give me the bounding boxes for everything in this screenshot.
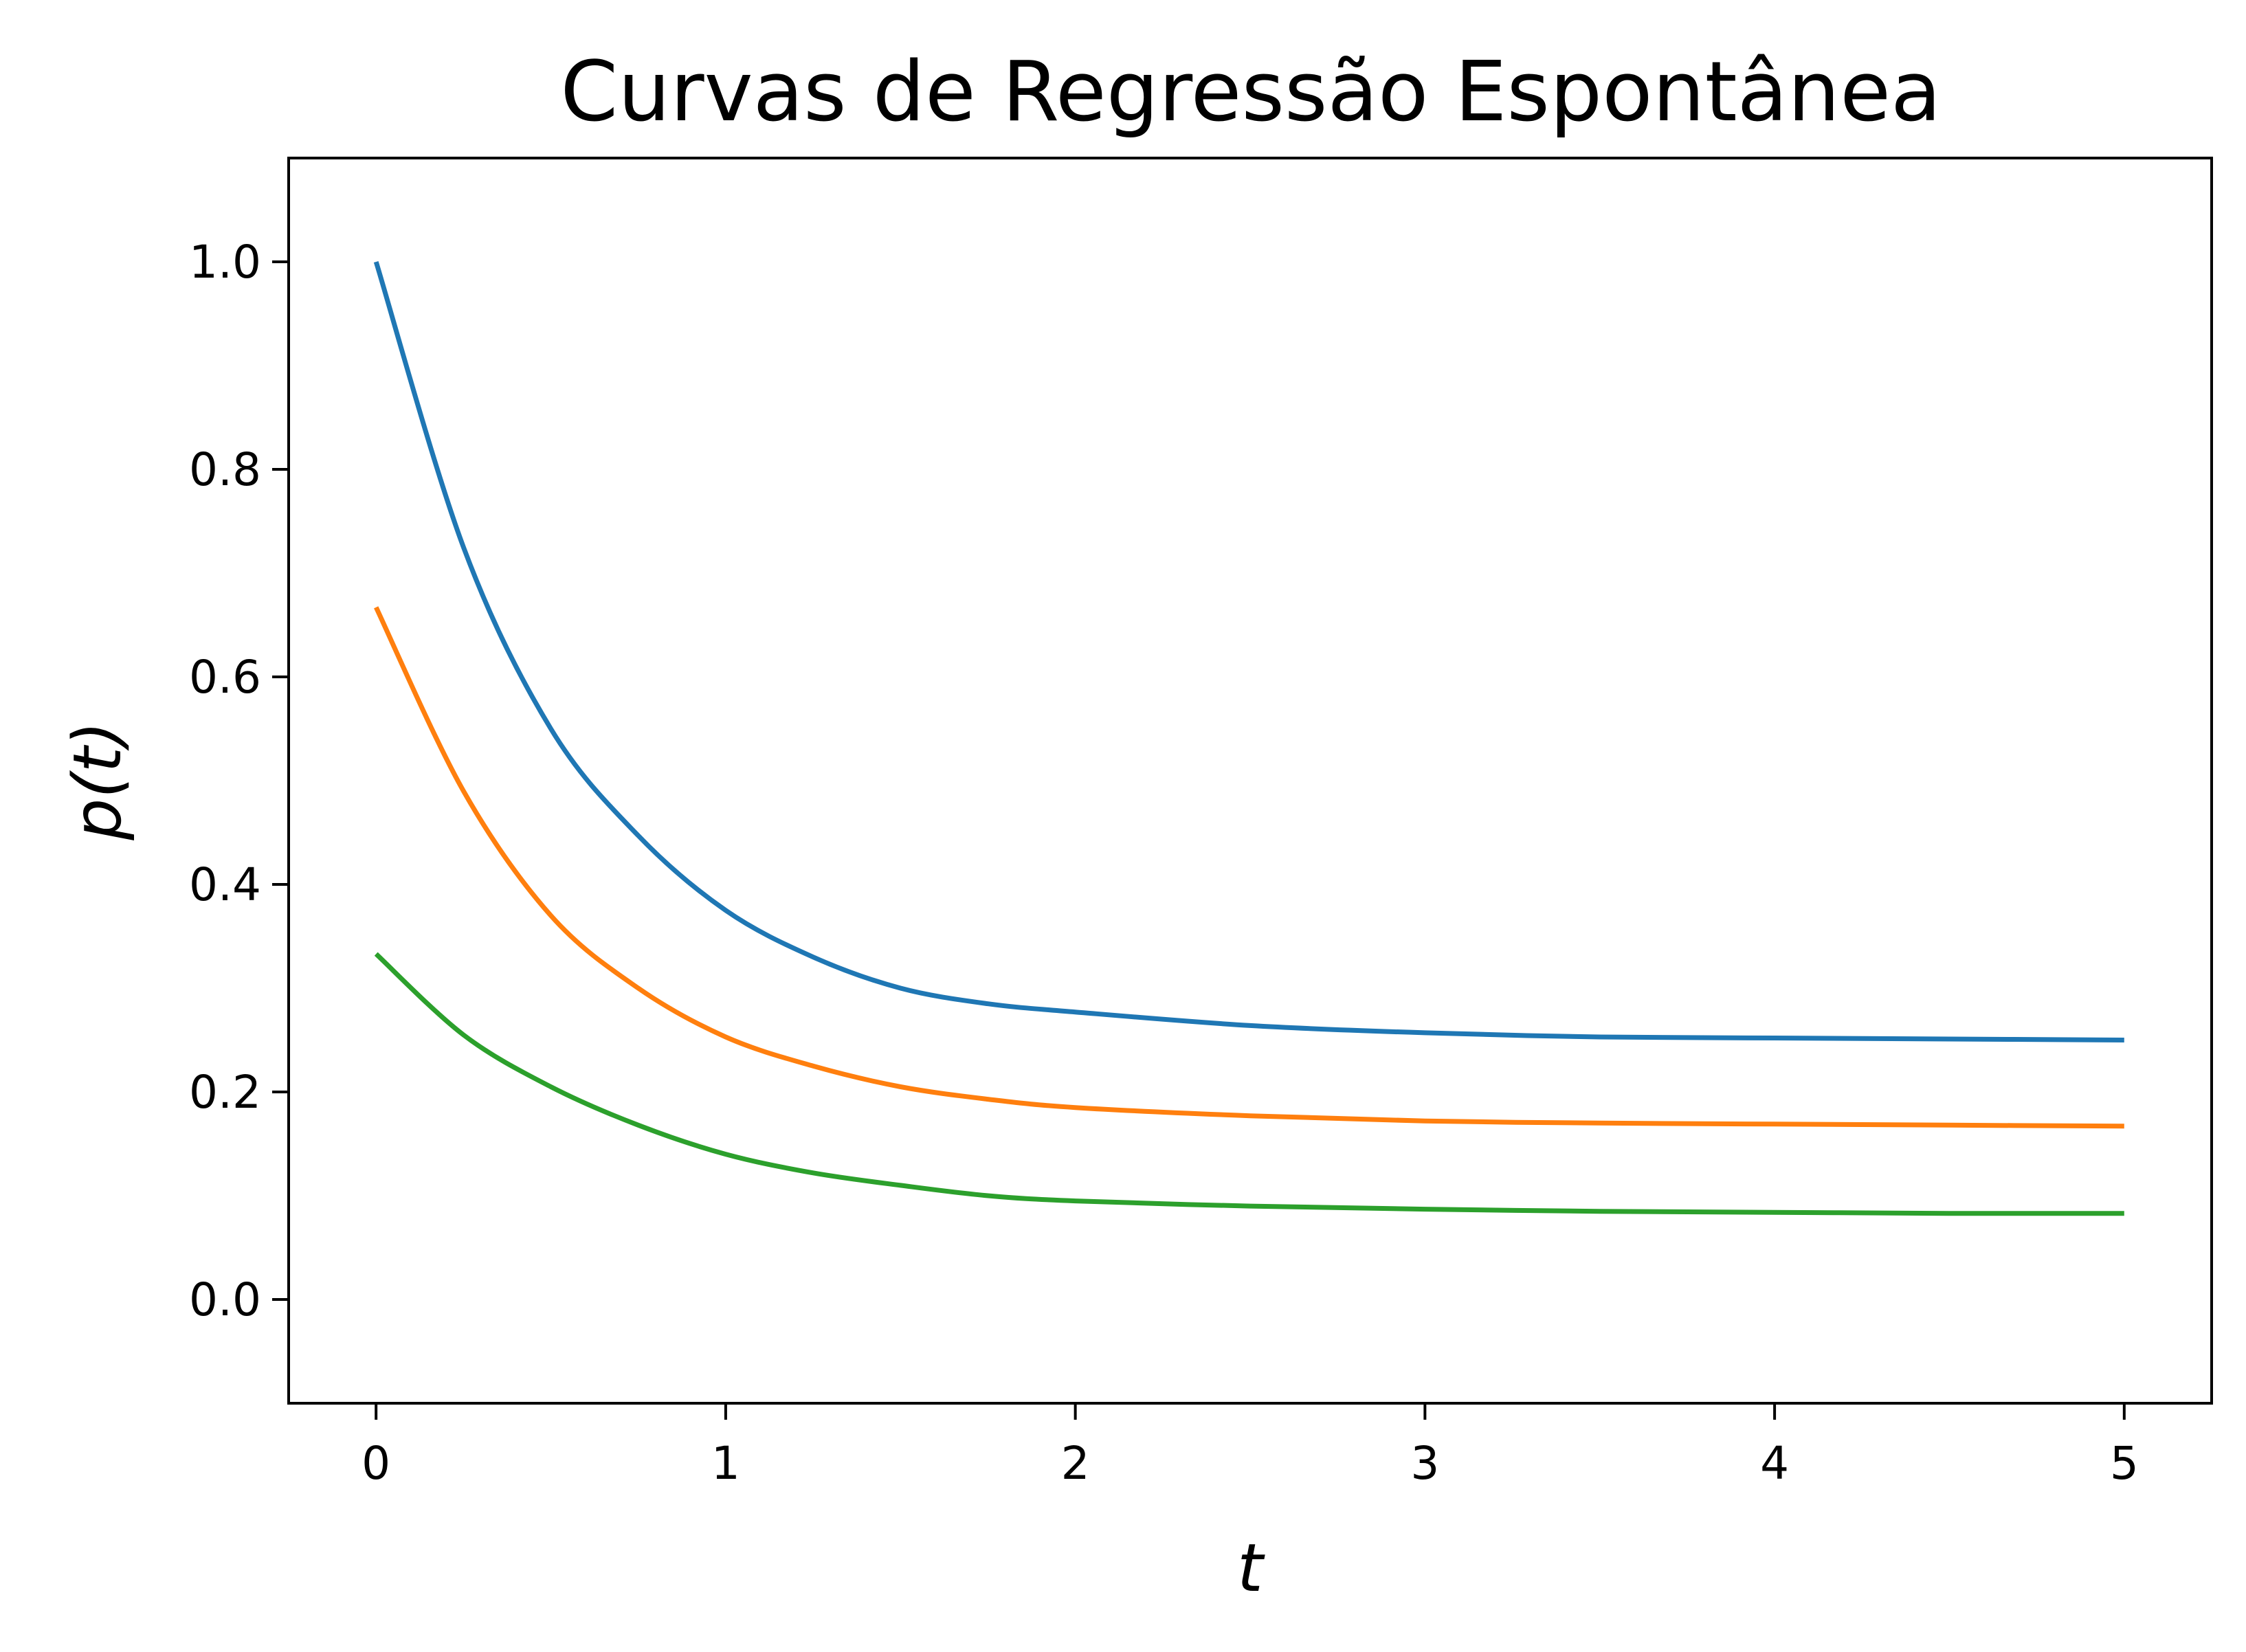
chart-title: Curvas de Regressão Espontânea xyxy=(560,45,1941,140)
x-tick-label: 2 xyxy=(1061,1437,1090,1490)
y-tick-label: 0.2 xyxy=(189,1066,261,1119)
series-line-3 xyxy=(374,952,2124,1216)
x-tick-label: 4 xyxy=(1760,1437,1789,1490)
x-axis-label: t xyxy=(1237,1530,1265,1607)
x-tick-label: 0 xyxy=(362,1437,390,1490)
x-tick-label: 5 xyxy=(2110,1437,2139,1490)
series-line-2 xyxy=(374,606,2124,1129)
plot-frame xyxy=(287,157,2213,1405)
y-tick-label: 0.0 xyxy=(189,1273,261,1326)
series-line-1 xyxy=(373,260,2124,1042)
y-tick-label: 0.8 xyxy=(189,443,261,496)
series-lines xyxy=(373,260,2124,1216)
y-tick-label: 1.0 xyxy=(189,236,261,289)
y-tick-label: 0.6 xyxy=(189,651,261,704)
y-tick-label: 0.4 xyxy=(189,858,261,911)
x-tick-label: 1 xyxy=(711,1437,740,1490)
y-axis-label: p(t) xyxy=(59,721,136,840)
axis-ticks: 0 1 2 3 4 5 0.0 0.2 0.4 0.6 0.8 1.0 xyxy=(189,236,2139,1490)
x-tick-label: 3 xyxy=(1410,1437,1439,1490)
